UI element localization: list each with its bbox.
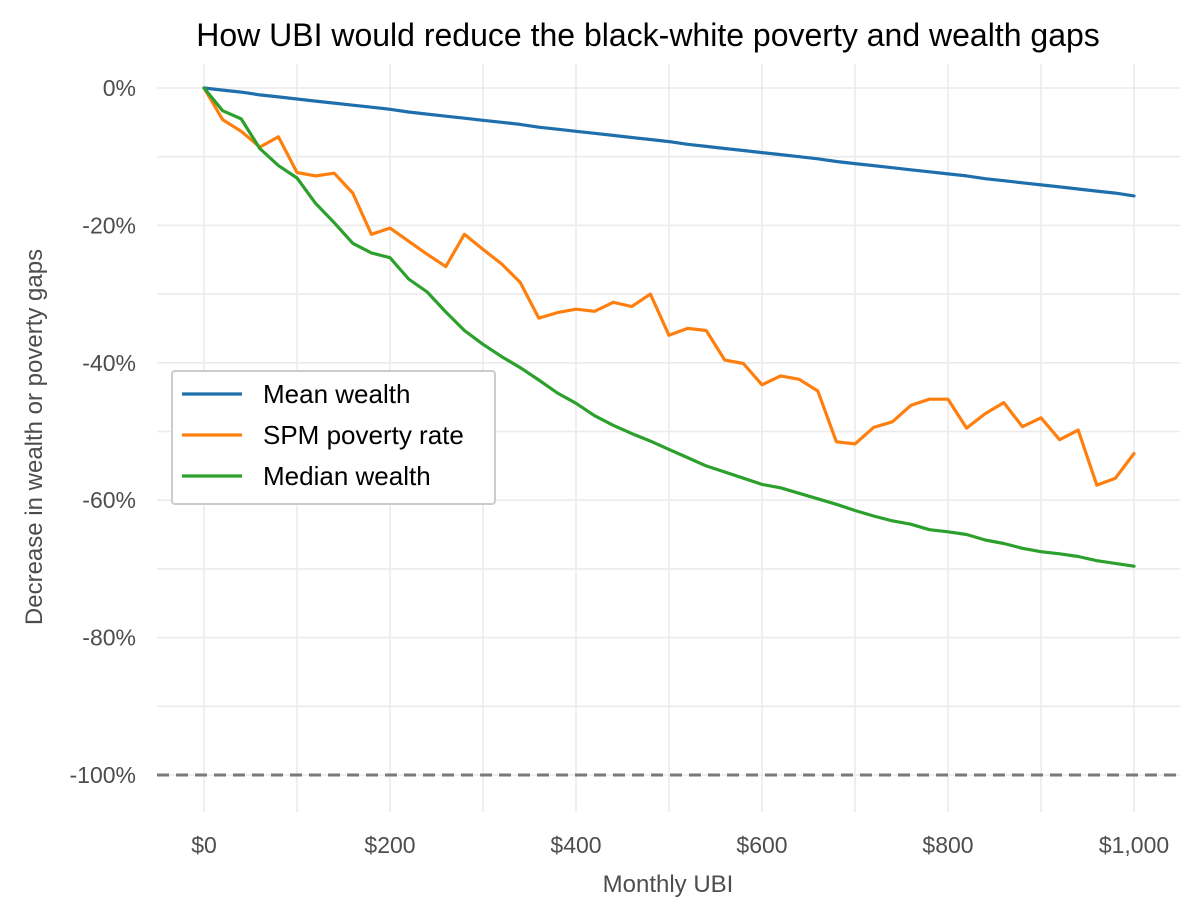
legend-label-median-wealth: Median wealth [263, 461, 431, 491]
y-tick-labels: 0% -20% -40% -60% -80% -100% [70, 75, 136, 788]
x-tick-labels: $0 $200 $400 $600 $800 $1,000 [191, 832, 1169, 858]
series-line-spm-poverty-rate [202, 86, 1136, 487]
chart-title: How UBI would reduce the black-white pov… [196, 17, 1100, 53]
legend-label-mean-wealth: Mean wealth [263, 379, 410, 409]
x-tick-label: $200 [364, 832, 415, 858]
y-tick-label: 0% [103, 75, 136, 101]
x-tick-label: $800 [922, 832, 973, 858]
x-tick-label: $1,000 [1099, 832, 1169, 858]
legend: Mean wealth SPM poverty rate Median wealth [171, 370, 496, 505]
series-line-mean-wealth [202, 86, 1136, 198]
x-tick-label: $0 [191, 832, 217, 858]
y-tick-label: -100% [70, 762, 136, 788]
grid [157, 64, 1180, 812]
y-tick-label: -20% [82, 212, 136, 238]
x-tick-label: $400 [550, 832, 601, 858]
legend-box [171, 370, 496, 505]
series-lines [202, 86, 1136, 568]
y-axis-title: Decrease in wealth or poverty gaps [21, 249, 48, 625]
y-tick-label: -60% [82, 487, 136, 513]
legend-label-spm-poverty-rate: SPM poverty rate [263, 420, 464, 450]
y-tick-label: -80% [82, 625, 136, 651]
x-axis-title: Monthly UBI [603, 871, 734, 898]
y-tick-label: -40% [82, 350, 136, 376]
series-line-median-wealth [202, 86, 1136, 568]
x-tick-label: $600 [736, 832, 787, 858]
